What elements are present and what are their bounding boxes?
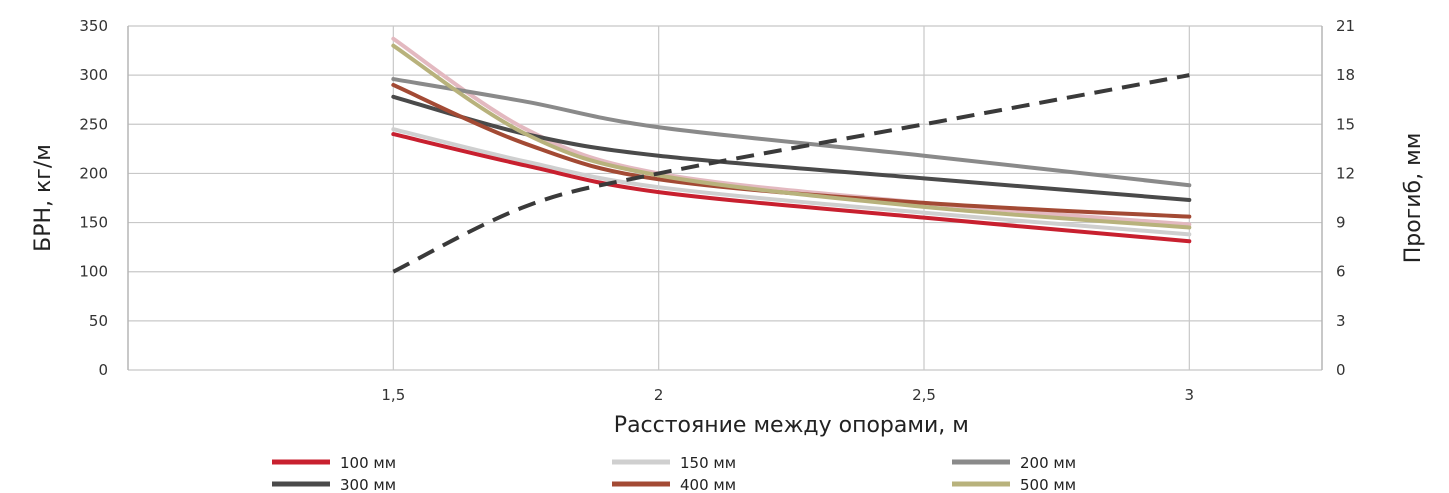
deflection-dashed-line [392,73,1190,274]
y-tick-label: 50 [89,312,108,330]
legend: 100 мм 150 мм 200 мм 300 мм 400 мм 500 мм [272,454,1076,493]
y-tick-label: 250 [79,115,108,133]
legend-label-200-мм: 200 мм [1020,454,1076,472]
series-line-200-мм [391,77,1192,188]
series-line-unlabeled [391,36,1192,227]
y-tick-label: 0 [98,361,108,379]
y-tick-label: 350 [79,17,108,35]
y-tick-label: 100 [79,263,108,281]
y2-tick-label: 18 [1336,66,1355,84]
y2-tick-label: 3 [1336,312,1346,330]
legend-label-500-мм: 500 мм [1020,476,1076,493]
grid-lines [127,25,1323,371]
series-line-400-мм [391,82,1192,219]
y2-axis-title: Прогиб, мм [1401,133,1426,264]
legend-label-150-мм: 150 мм [680,454,736,472]
x-tick-label: 2,5 [912,386,936,404]
y2-tick-label: 12 [1336,164,1355,182]
y2-tick-label: 21 [1336,17,1355,35]
axes: 0 50 100 150 200 250 300 350 0 3 6 9 12 15 18 21 1,5 2 2,5… [79,17,1355,404]
y2-tick-label: 6 [1336,263,1346,281]
x-tick-label: 1,5 [381,386,405,404]
x-tick-label: 3 [1185,386,1195,404]
y2-tick-label: 15 [1336,115,1355,133]
y-tick-label: 300 [79,66,108,84]
legend-label-100-мм: 100 мм [340,454,396,472]
legend-label-400-мм: 400 мм [680,476,736,493]
x-axis-title: Расстояние между опорами, м [614,413,969,438]
x-tick-label: 2 [654,386,664,404]
series-line-500-мм [391,43,1192,230]
series-line-150-мм [391,127,1192,237]
y2-tick-label: 0 [1336,361,1346,379]
y-tick-label: 150 [79,214,108,232]
y2-tick-label: 9 [1336,214,1346,232]
series-line-100-мм [391,132,1192,244]
series-layer [391,36,1192,274]
legend-label-300-мм: 300 мм [340,476,396,493]
series-line-300-мм [391,94,1192,202]
y-tick-label: 200 [79,164,108,182]
y-axis-title: БРН, кг/м [31,144,56,252]
